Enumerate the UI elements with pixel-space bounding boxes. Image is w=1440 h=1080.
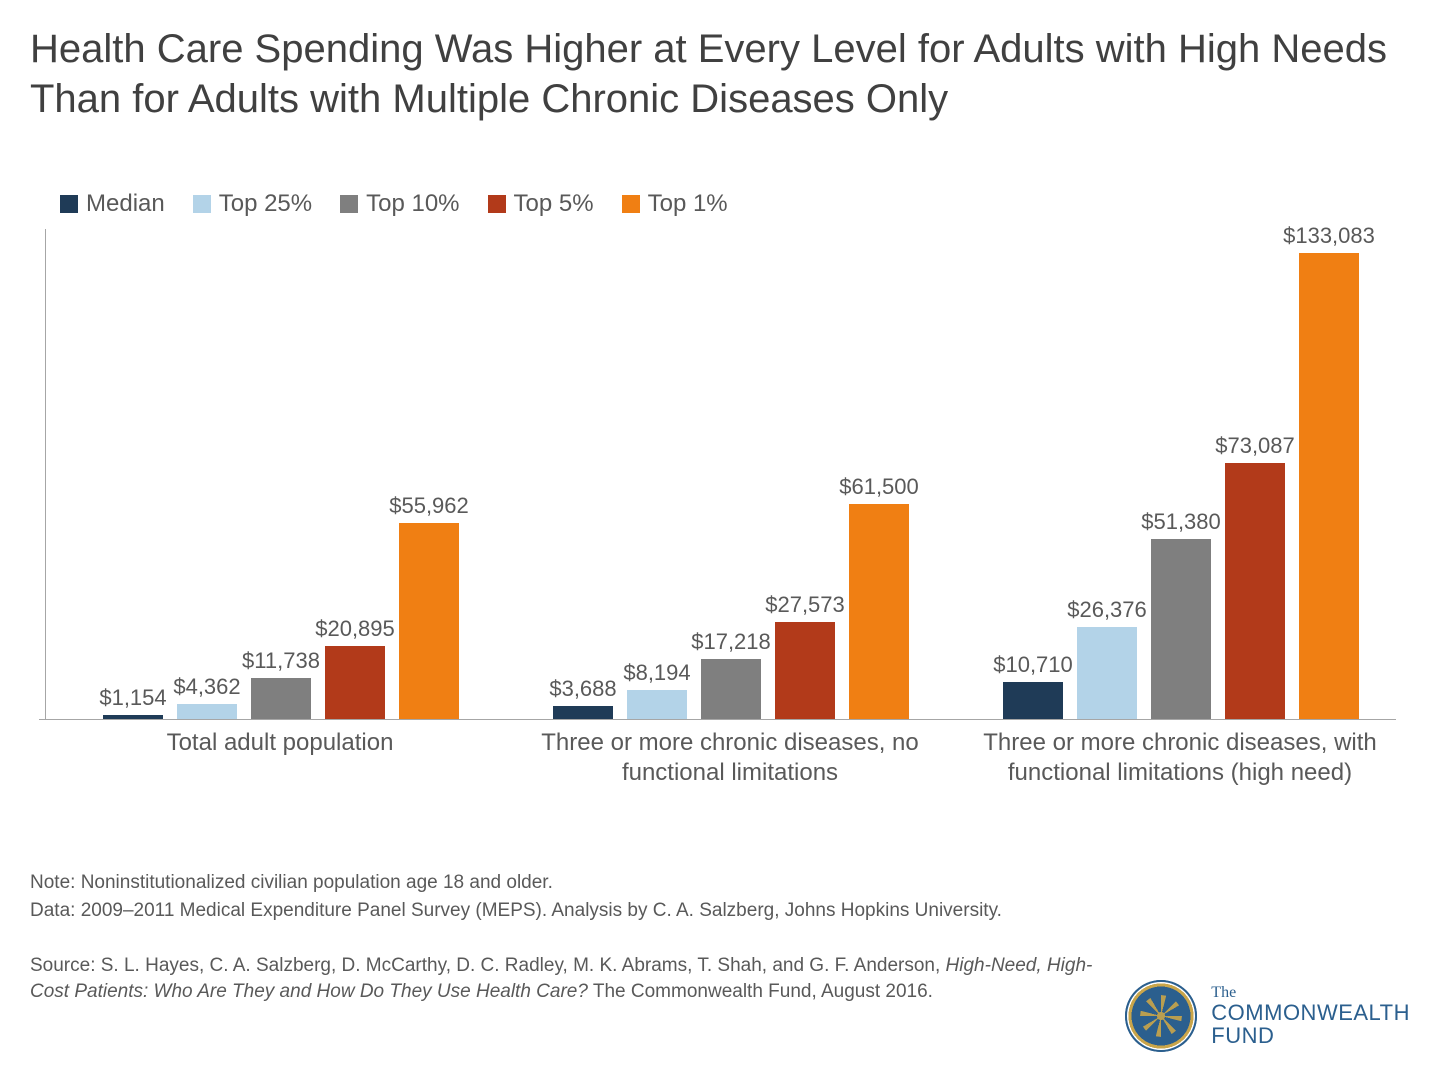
bar-value-label: $51,380 xyxy=(1121,509,1241,535)
legend-swatch xyxy=(60,195,78,213)
slide: Health Care Spending Was Higher at Every… xyxy=(0,0,1440,1080)
bar-value-label: $10,710 xyxy=(973,652,1093,678)
source-suffix: The Commonwealth Fund, August 2016. xyxy=(588,981,933,1002)
bar xyxy=(1299,253,1359,719)
category-label: Total adult population xyxy=(70,728,490,758)
legend-label: Top 1% xyxy=(648,190,728,218)
legend-label: Median xyxy=(86,190,165,218)
footnotes: Note: Noninstitutionalized civilian popu… xyxy=(30,870,1130,1007)
category-label: Three or more chronic diseases, no funct… xyxy=(520,728,940,788)
bar-value-label: $133,083 xyxy=(1269,223,1389,249)
data-line: Data: 2009–2011 Medical Expenditure Pane… xyxy=(30,898,1130,924)
bar xyxy=(553,706,613,719)
legend-item: Top 10% xyxy=(340,190,459,218)
bar xyxy=(251,678,311,719)
source-prefix: Source: S. L. Hayes, C. A. Salzberg, D. … xyxy=(30,955,946,976)
bar xyxy=(177,704,237,719)
bar-value-label: $55,962 xyxy=(369,493,489,519)
bar-value-label: $17,218 xyxy=(671,629,791,655)
note-line: Note: Noninstitutionalized civilian popu… xyxy=(30,870,1130,896)
bar-value-label: $11,738 xyxy=(221,648,341,674)
bar-group: $1,154$4,362$11,738$20,895$55,962 xyxy=(66,229,496,719)
legend-swatch xyxy=(193,195,211,213)
chart: MedianTop 25%Top 10%Top 5%Top 1% $1,154$… xyxy=(45,190,1395,840)
legend-item: Top 5% xyxy=(488,190,594,218)
bar-group: $10,710$26,376$51,380$73,087$133,083 xyxy=(966,229,1396,719)
bar-value-label: $73,087 xyxy=(1195,433,1315,459)
bar xyxy=(1151,539,1211,719)
bar xyxy=(701,659,761,719)
bar xyxy=(325,646,385,719)
commonwealth-fund-logo: The COMMONWEALTH FUND xyxy=(1125,980,1410,1052)
logo-text: The COMMONWEALTH FUND xyxy=(1211,985,1410,1048)
bar xyxy=(627,690,687,719)
bar-group: $3,688$8,194$17,218$27,573$61,500 xyxy=(516,229,946,719)
axis-tick xyxy=(39,719,46,721)
bar xyxy=(1003,682,1063,719)
bar-value-label: $8,194 xyxy=(597,660,717,686)
plot: $1,154$4,362$11,738$20,895$55,962$3,688$… xyxy=(45,230,1395,840)
page-title: Health Care Spending Was Higher at Every… xyxy=(30,24,1410,124)
legend-label: Top 25% xyxy=(219,190,312,218)
legend-item: Top 25% xyxy=(193,190,312,218)
legend-swatch xyxy=(340,195,358,213)
bar xyxy=(1077,627,1137,719)
bar xyxy=(849,504,909,719)
legend: Median Top 25% Top 10% Top 5% Top 1% xyxy=(60,190,756,220)
bar-value-label: $27,573 xyxy=(745,592,865,618)
logo-line1: COMMONWEALTH xyxy=(1211,1001,1410,1024)
legend-label: Top 5% xyxy=(514,190,594,218)
legend-item: Median xyxy=(60,190,165,218)
logo-seal-icon xyxy=(1125,980,1197,1052)
bar-value-label: $61,500 xyxy=(819,474,939,500)
bar xyxy=(775,622,835,719)
bar xyxy=(103,715,163,719)
legend-swatch xyxy=(622,195,640,213)
source-line: Source: S. L. Hayes, C. A. Salzberg, D. … xyxy=(30,953,1130,1004)
category-label: Three or more chronic diseases, with fun… xyxy=(970,728,1390,788)
legend-swatch xyxy=(488,195,506,213)
legend-label: Top 10% xyxy=(366,190,459,218)
plot-baseline: $1,154$4,362$11,738$20,895$55,962$3,688$… xyxy=(45,229,1396,720)
bar xyxy=(1225,463,1285,719)
bar-value-label: $26,376 xyxy=(1047,597,1167,623)
logo-the: The xyxy=(1211,985,1410,1002)
bar-value-label: $20,895 xyxy=(295,616,415,642)
bar-value-label: $4,362 xyxy=(147,674,267,700)
legend-item: Top 1% xyxy=(622,190,728,218)
logo-line2: FUND xyxy=(1211,1024,1410,1047)
bar xyxy=(399,523,459,719)
